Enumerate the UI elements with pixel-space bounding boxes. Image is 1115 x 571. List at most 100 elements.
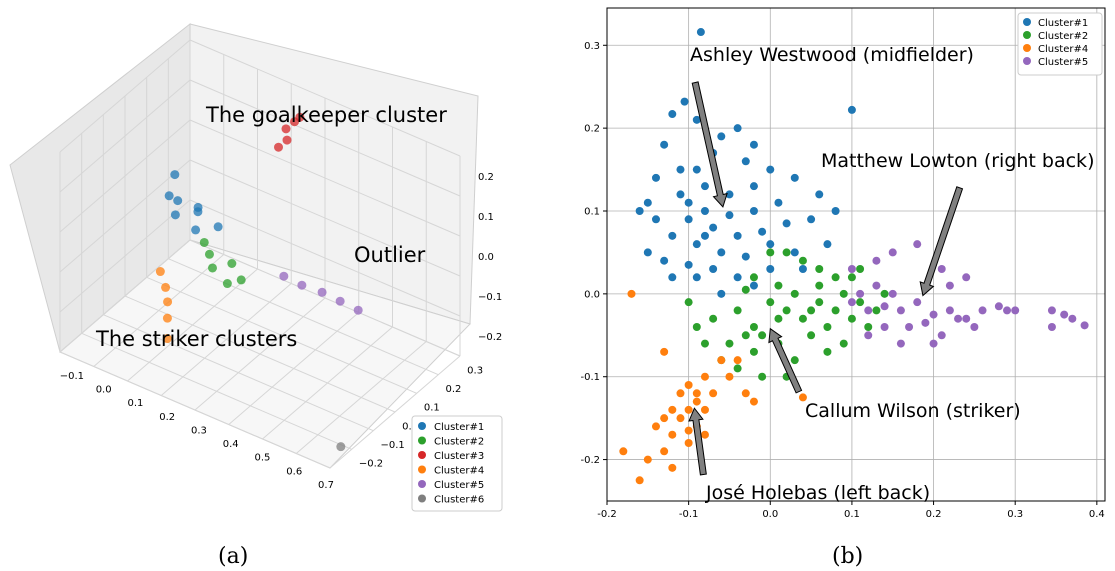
legend-label: Cluster#5 [1038, 57, 1088, 68]
point-3d-cluster5 [297, 280, 307, 290]
annotation-player-label: Callum Wilson (striker) [805, 400, 1021, 422]
point-cluster2 [749, 273, 758, 282]
legend-box [411, 415, 503, 512]
point-cluster2 [880, 289, 889, 298]
point-3d-cluster3 [281, 124, 291, 134]
point-cluster2 [749, 347, 758, 356]
point-cluster5 [1080, 321, 1089, 330]
annotation-player-label: José Holebas (left back) [705, 482, 930, 504]
point-cluster5 [962, 273, 971, 282]
legend-marker [418, 436, 426, 445]
point-3d-cluster2 [204, 249, 214, 259]
point-cluster1 [668, 110, 677, 119]
point-cluster4 [676, 389, 685, 398]
point-3d-cluster4 [161, 282, 171, 292]
point-3d-cluster4 [162, 334, 172, 344]
legend-label: Cluster#4 [434, 466, 484, 477]
point-cluster1 [635, 207, 644, 215]
point-3d-cluster3 [274, 142, 283, 152]
point-cluster1 [680, 97, 689, 106]
point-3d-cluster2 [207, 263, 217, 273]
point-cluster1 [700, 182, 709, 191]
point-3d-cluster4 [162, 313, 172, 323]
points-3d [155, 112, 363, 452]
point-cluster4 [684, 426, 693, 435]
point-cluster1 [684, 215, 693, 224]
point-cluster5 [880, 323, 889, 331]
point-cluster1 [766, 240, 775, 249]
tick-label-x3d: 0.2 [159, 412, 175, 423]
point-cluster2 [847, 314, 856, 323]
point-cluster2 [856, 265, 865, 273]
point-cluster1 [660, 256, 669, 265]
point-cluster2 [749, 323, 758, 331]
annotation-arrow [688, 407, 707, 476]
legend-marker [418, 480, 426, 488]
point-cluster1 [749, 281, 758, 290]
tick-label-z3d: −0.1 [478, 292, 502, 303]
point-cluster1 [651, 215, 660, 224]
point-cluster4 [700, 372, 709, 381]
legend-2d: Cluster#1 Cluster#2 Cluster#4 Cluster#5 [1017, 12, 1103, 76]
point-cluster2 [815, 281, 824, 290]
point-cluster1 [733, 231, 742, 240]
point-cluster1 [758, 227, 767, 236]
point-cluster1 [692, 240, 701, 249]
point-cluster2 [766, 248, 775, 257]
point-3d-cluster1 [173, 196, 183, 206]
legend-marker [1023, 31, 1031, 39]
point-cluster5 [905, 323, 914, 331]
gridline-floor [168, 258, 439, 376]
point-cluster5 [888, 248, 897, 257]
tick-label-x: 0.2 [926, 509, 942, 520]
axes-frame [606, 7, 1106, 502]
point-cluster4 [627, 289, 636, 298]
point-cluster4 [798, 393, 807, 402]
annotation-outlier: Outlier [354, 243, 426, 267]
point-cluster2 [798, 314, 807, 323]
point-cluster1 [749, 140, 758, 149]
annotation-arrow [919, 186, 964, 297]
arrows-2d [688, 81, 964, 476]
point-cluster1 [676, 190, 685, 199]
point-3d-cluster4 [163, 297, 173, 307]
point-cluster4 [692, 397, 701, 406]
point-cluster5 [1011, 306, 1020, 315]
tick-label-x: 0.1 [844, 509, 860, 520]
tick-label-y: -0.1 [580, 372, 600, 383]
point-cluster1 [798, 265, 807, 273]
point-cluster2 [758, 372, 767, 381]
point-cluster4 [741, 389, 750, 398]
point-cluster4 [668, 430, 677, 439]
point-cluster1 [725, 190, 734, 199]
point-cluster2 [831, 273, 840, 282]
point-cluster4 [717, 356, 726, 365]
point-cluster5 [896, 306, 905, 315]
point-cluster2 [823, 347, 832, 356]
point-cluster2 [790, 356, 799, 365]
point-cluster1 [651, 173, 660, 182]
tick-label-x: -0.1 [679, 509, 699, 520]
annotation-player-label: Ashley Westwood (midfielder) [690, 44, 974, 66]
point-cluster4 [676, 414, 685, 423]
gridline-floor [146, 276, 417, 394]
legend-label: Cluster#5 [434, 480, 484, 491]
point-cluster1 [847, 105, 856, 114]
point-cluster4 [725, 372, 734, 381]
point-cluster1 [709, 265, 718, 273]
tick-label-y: 0.0 [584, 289, 600, 300]
legend-marker [418, 465, 426, 474]
point-cluster4 [668, 405, 677, 414]
point-cluster1 [717, 248, 726, 257]
point-cluster4 [733, 356, 742, 365]
point-3d-cluster4 [155, 267, 165, 277]
tick-label-y3d: 0.2 [446, 384, 462, 395]
point-3d-cluster1 [164, 191, 174, 201]
legend-label: Cluster#6 [434, 495, 484, 506]
tick-label-x3d: 0.6 [286, 466, 302, 477]
point-cluster5 [1003, 306, 1012, 315]
annotation-striker-clusters: The striker clusters [95, 327, 297, 351]
annotations-2d: Ashley Westwood (midfielder) Matthew Lowt… [690, 44, 1094, 504]
point-3d-cluster2 [236, 275, 246, 285]
tick-label-x3d: 0.3 [191, 425, 207, 436]
